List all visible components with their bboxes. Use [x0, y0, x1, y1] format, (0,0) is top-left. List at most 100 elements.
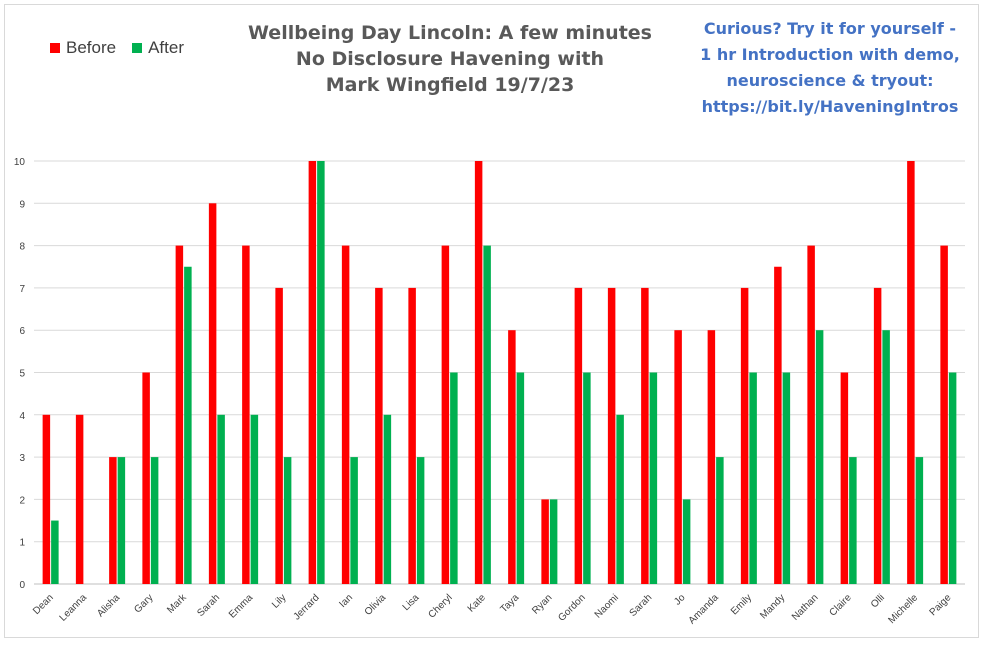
y-tick-label: 2 — [19, 495, 25, 506]
bar-after — [849, 457, 857, 584]
x-tick-label: Mark — [165, 592, 189, 616]
y-tick-label: 9 — [19, 199, 25, 210]
legend-label-after: After — [148, 38, 184, 57]
x-tick-label: Kate — [466, 592, 489, 615]
bar-before — [541, 499, 549, 584]
x-tick-label: Olivia — [363, 592, 389, 618]
bar-before — [142, 372, 150, 584]
bar-after — [117, 457, 126, 584]
x-tick-label: Emma — [227, 592, 256, 621]
x-tick-label: Gordon — [556, 592, 587, 623]
y-tick-label: 3 — [19, 453, 25, 464]
bar-after — [616, 414, 624, 584]
bar-before — [341, 245, 350, 584]
y-tick-label: 0 — [19, 580, 25, 591]
legend-label-before: Before — [66, 38, 117, 57]
x-tick-label: Paige — [928, 592, 954, 618]
bar-before — [807, 245, 815, 584]
bar-after — [51, 520, 59, 584]
bar-before — [907, 161, 915, 584]
x-tick-label: Olli — [869, 592, 887, 610]
bar-after — [948, 372, 957, 584]
bar-before — [75, 414, 84, 584]
bar-after — [483, 245, 491, 584]
x-tick-label: Cheryl — [427, 592, 455, 620]
x-tick-label: Dean — [31, 592, 56, 617]
bar-before — [375, 287, 383, 584]
x-tick-label: Lisa — [401, 592, 422, 613]
bar-before — [308, 161, 317, 584]
bar-before — [208, 203, 217, 585]
bar-after — [317, 161, 325, 584]
x-tick-label: Jo — [672, 592, 688, 608]
bar-after — [782, 372, 791, 584]
y-tick-label: 1 — [19, 538, 25, 549]
bar-before — [940, 245, 948, 584]
bar-before — [641, 287, 649, 584]
bar-before — [873, 287, 882, 584]
bar-before — [109, 457, 117, 584]
bar-after — [150, 457, 159, 584]
legend-item-after: After — [132, 38, 184, 58]
bar-before — [840, 372, 849, 584]
bar-before — [408, 287, 416, 584]
bar-after — [549, 499, 558, 584]
bar-after — [250, 414, 259, 584]
x-tick-label: Amanda — [687, 592, 721, 626]
legend-swatch-after — [132, 43, 143, 53]
bar-after — [416, 457, 425, 584]
x-tick-label: Naomi — [593, 592, 621, 620]
bar-before — [774, 266, 782, 584]
bar-before — [707, 330, 716, 584]
bar-after — [882, 330, 890, 584]
bar-before — [674, 330, 682, 584]
bar-before — [242, 245, 250, 584]
bar-after — [450, 372, 458, 584]
x-tick-label: Jerrard — [292, 592, 322, 622]
bar-after — [915, 457, 924, 584]
x-tick-label: Taya — [499, 592, 522, 615]
x-tick-label: Nathan — [790, 592, 821, 623]
bar-before — [275, 287, 283, 584]
bar-before — [508, 330, 516, 584]
bar-after — [749, 372, 757, 584]
bar-before — [607, 287, 616, 584]
bar-after — [350, 457, 358, 584]
x-tick-label: Sarah — [195, 592, 222, 619]
y-tick-label: 8 — [19, 242, 25, 253]
x-tick-label: Claire — [827, 592, 854, 619]
bar-before — [441, 245, 450, 584]
bar-after — [649, 372, 658, 584]
bar-after — [815, 330, 824, 584]
y-tick-label: 7 — [19, 284, 25, 295]
bar-before — [175, 245, 184, 584]
bar-after — [383, 414, 392, 584]
bar-before — [574, 287, 583, 584]
bar-after — [217, 414, 225, 584]
bar-after — [583, 372, 591, 584]
bar-after — [716, 457, 724, 584]
bar-before — [474, 161, 483, 584]
x-tick-label: Ian — [337, 592, 355, 610]
x-tick-label: Sarah — [628, 592, 655, 619]
legend: Before After — [50, 38, 184, 58]
legend-item-before: Before — [50, 38, 116, 58]
y-tick-label: 5 — [19, 369, 25, 380]
chart-title: Wellbeing Day Lincoln: A few minutes No … — [248, 22, 652, 96]
bar-after — [184, 266, 192, 584]
bar-before — [42, 414, 51, 584]
legend-swatch-before — [50, 43, 60, 53]
x-tick-label: Lily — [270, 592, 288, 610]
x-tick-label: Gary — [132, 592, 155, 615]
promo-text: Curious? Try it for yourself - 1 hr Intr… — [700, 19, 960, 116]
bar-after — [516, 372, 525, 584]
bar-before — [740, 287, 749, 584]
x-tick-label: Mandy — [758, 592, 787, 621]
x-tick-label: Ryan — [530, 592, 554, 616]
x-tick-label: Emily — [729, 592, 754, 617]
bar-after — [283, 457, 292, 584]
x-tick-label: Leanna — [58, 592, 90, 624]
y-tick-label: 6 — [19, 326, 25, 337]
x-tick-label: Michelle — [887, 592, 921, 626]
